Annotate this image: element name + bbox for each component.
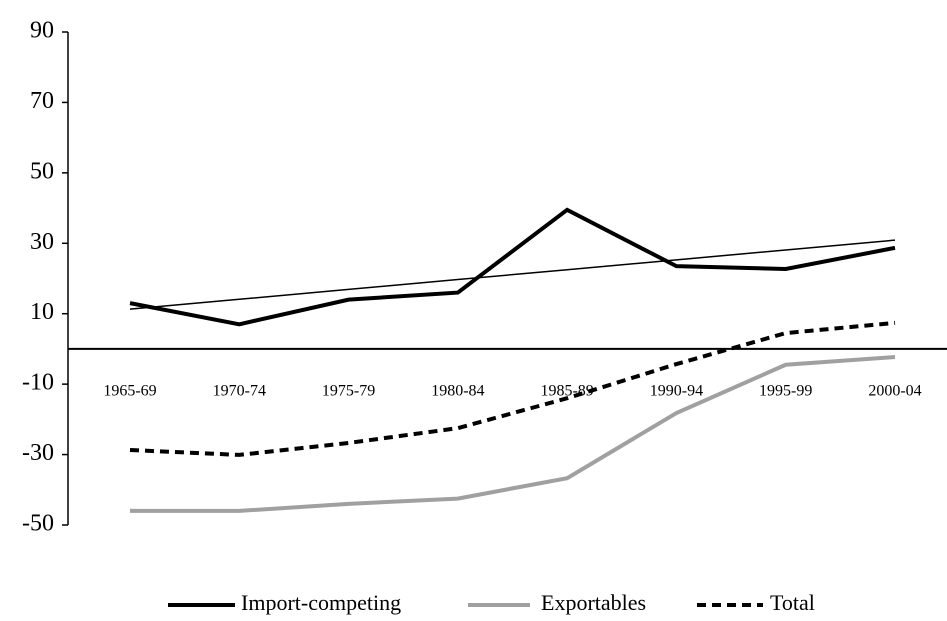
- legend-label: Exportables: [541, 590, 646, 615]
- y-tick-label: 30: [30, 229, 54, 255]
- y-tick-label: 90: [30, 18, 54, 44]
- y-tick-label: 70: [30, 88, 54, 114]
- series-line: [130, 355, 896, 513]
- y-tick-label: 50: [30, 158, 54, 184]
- legend-label: Total: [770, 590, 815, 615]
- legend-label: Import-competing: [241, 590, 401, 615]
- trend-line: [129, 239, 896, 310]
- x-tick-label: 1965-69: [103, 383, 156, 400]
- series-line: [129, 207, 896, 327]
- y-tick-label: -10: [22, 370, 54, 396]
- y-tick-label: 10: [30, 299, 54, 325]
- x-tick-label: 1975-79: [322, 383, 375, 400]
- x-tick-label: 1970-74: [213, 383, 266, 400]
- y-tick-label: -30: [22, 440, 54, 466]
- y-tick-label: -50: [22, 511, 54, 537]
- x-tick-label: 2000-04: [868, 383, 921, 400]
- x-tick-label: 1995-99: [759, 383, 812, 400]
- series-line: [129, 320, 896, 457]
- x-tick-label: 1980-84: [431, 383, 484, 400]
- x-tick-label: 1990-94: [650, 383, 703, 400]
